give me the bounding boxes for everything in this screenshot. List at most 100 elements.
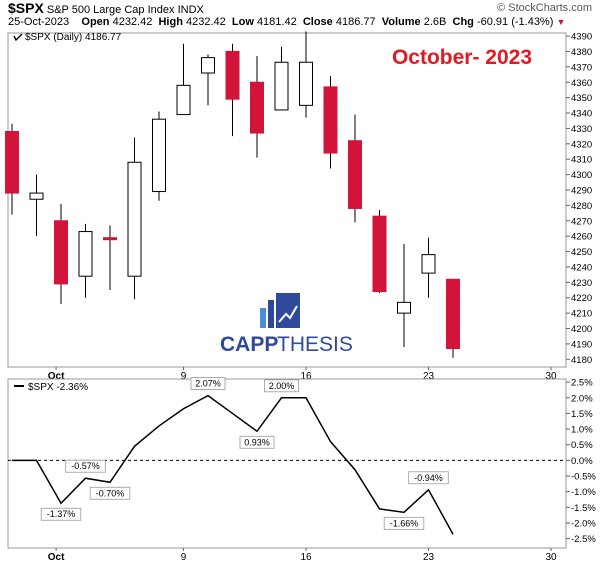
price-y-tick-label: 4240 — [571, 262, 592, 273]
annotation-box — [40, 507, 82, 521]
annotation-box — [89, 486, 131, 500]
price-y-tick-label: 4220 — [571, 293, 592, 304]
close-label: Close — [302, 16, 333, 28]
down-triangle-icon: ▼ — [556, 17, 566, 27]
chart-header-line2: 25-Oct-2023 Open 4232.42 High 4232.42 Lo… — [8, 16, 565, 28]
perf-panel-frame — [7, 378, 567, 549]
perf-series-line — [12, 394, 454, 535]
candle-body-down — [446, 278, 460, 350]
price-y-tick-label: 4210 — [571, 309, 592, 320]
high-label: High — [158, 16, 183, 28]
perf-x-tick-label: Oct — [48, 552, 65, 563]
price-y-tick-label: 4280 — [571, 201, 592, 212]
logo-text-left: CAPP — [220, 333, 278, 356]
candle-body-up — [274, 61, 289, 111]
annotation-label: -0.94% — [414, 473, 443, 483]
perf-y-tick-label: 0.0% — [571, 456, 593, 467]
annotation-box — [65, 459, 106, 473]
candle-body-down — [54, 220, 68, 285]
perf-y-tick-label: -1.0% — [571, 487, 596, 498]
perf-y-tick-label: -2.0% — [571, 518, 596, 529]
index-name: S&P 500 Large Cap Index — [46, 4, 175, 16]
annotation-box — [383, 516, 425, 530]
price-y-tick-label: 4390 — [571, 32, 592, 43]
annotation-label: 0.93% — [244, 437, 270, 447]
candle-body-down — [372, 215, 387, 293]
price-y-tick-label: 4200 — [571, 324, 592, 335]
candle-body-up — [299, 61, 313, 106]
price-y-tick-label: 4310 — [571, 155, 592, 166]
annotation-label: 2.00% — [269, 381, 295, 391]
price-x-tick-label: 30 — [545, 371, 557, 382]
exchange: INDX — [177, 4, 204, 16]
annotation-label: -0.70% — [96, 488, 125, 498]
symbol: $SPX — [8, 0, 44, 16]
price-y-tick-label: 4360 — [571, 78, 592, 89]
open-label: Open — [81, 16, 110, 28]
logo-bar-2 — [268, 300, 274, 328]
trend-arrow-icon — [278, 305, 298, 323]
chart-title: October- 2023 — [392, 46, 532, 69]
price-y-tick-label: 4290 — [571, 185, 592, 196]
price-y-tick-label: 4330 — [571, 124, 592, 135]
annotation-box — [264, 379, 299, 393]
price-y-tick-label: 4380 — [571, 47, 592, 58]
logo-bar-1 — [260, 308, 266, 328]
price-y-tick-label: 4340 — [571, 109, 592, 120]
candle-body-up — [152, 118, 166, 193]
perf-y-tick-label: 2.5% — [571, 378, 593, 389]
perf-x-tick-label: 9 — [181, 552, 187, 563]
watermark: © StockCharts.com — [497, 2, 592, 14]
low-label: Low — [231, 16, 254, 28]
annotation-label: -0.57% — [71, 461, 100, 471]
legend-check-icon — [13, 33, 23, 42]
candle-body-down — [250, 81, 264, 134]
price-x-tick-label: 9 — [181, 371, 187, 382]
close-value: 4186.77 — [335, 16, 376, 28]
candle-body-up — [29, 192, 44, 200]
candle-body-down — [103, 237, 117, 241]
price-y-tick-label: 4180 — [571, 355, 592, 366]
perf-y-tick-label: 0.5% — [571, 440, 593, 451]
candle-body-up — [78, 231, 93, 277]
price-y-tick-label: 4190 — [571, 339, 592, 350]
candle-body-up — [421, 254, 436, 274]
price-y-tick-label: 4270 — [571, 216, 592, 227]
price-x-tick-label: Oct — [48, 371, 65, 382]
price-y-tick-label: 4350 — [571, 93, 592, 104]
candle-body-up — [176, 84, 191, 116]
chart-header-line1: $SPX S&P 500 Large Cap Index INDX — [8, 0, 204, 16]
price-y-tick-label: 4320 — [571, 139, 592, 150]
volume-label: Volume — [381, 16, 421, 28]
chg-value: -60.91 (-1.43%) — [476, 16, 554, 28]
perf-legend: $SPX -2.36% — [28, 382, 88, 393]
candle-body-up — [127, 161, 142, 277]
perf-y-tick-label: -0.5% — [571, 472, 596, 483]
price-y-tick-label: 4300 — [571, 170, 592, 181]
price-x-tick-label: 23 — [423, 371, 435, 382]
open-value: 4232.42 — [112, 16, 153, 28]
annotation-box — [408, 471, 449, 485]
logo-bar-3 — [276, 293, 300, 328]
perf-x-tick-label: 16 — [300, 552, 312, 563]
annotation-label: -1.37% — [47, 509, 76, 519]
price-y-tick-label: 4370 — [571, 62, 592, 73]
price-x-tick-label: 16 — [300, 371, 312, 382]
chg-label: Chg — [452, 16, 474, 28]
quote-date: 25-Oct-2023 — [8, 16, 70, 28]
perf-y-tick-label: -2.5% — [571, 534, 596, 545]
candle-body-up — [397, 301, 411, 314]
capp-thesis-logo: CAPP THESIS — [220, 293, 353, 356]
price-y-tick-label: 4230 — [571, 278, 592, 289]
price-legend: $SPX (Daily) 4186.77 — [25, 32, 122, 43]
candle-body-down — [225, 50, 240, 100]
high-value: 4232.42 — [185, 16, 226, 28]
perf-x-tick-label: 23 — [423, 552, 435, 563]
perf-x-tick-label: 30 — [545, 552, 557, 563]
price-panel-frame — [7, 32, 567, 368]
volume-value: 2.6B — [423, 16, 447, 28]
perf-y-tick-label: 1.5% — [571, 409, 593, 420]
annotation-box — [239, 435, 275, 449]
candle-body-down — [323, 86, 338, 154]
price-y-tick-label: 4250 — [571, 247, 592, 258]
